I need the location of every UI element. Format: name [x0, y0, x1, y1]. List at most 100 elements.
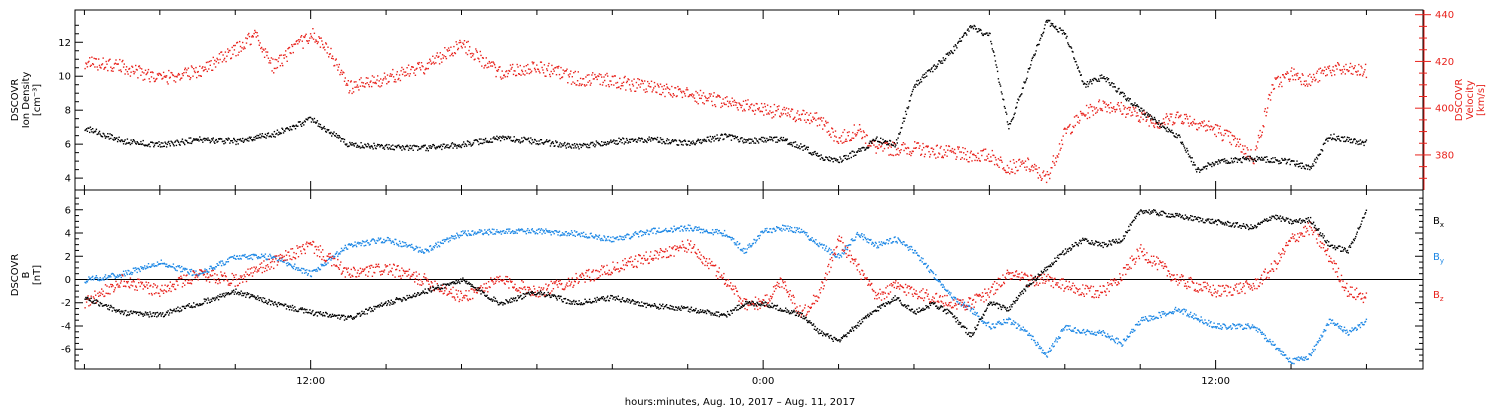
by-series-point	[282, 260, 284, 263]
by-series-point	[782, 224, 784, 226]
by-series-point	[809, 239, 811, 241]
density-series-point	[1329, 137, 1331, 139]
velocity-series-point	[751, 109, 754, 112]
velocity-series-point	[1273, 87, 1276, 90]
density-series-point	[1265, 161, 1267, 163]
velocity-series-point	[933, 154, 935, 156]
velocity-series-point	[588, 80, 591, 82]
by-series-point	[796, 227, 798, 229]
velocity-series-point	[1258, 137, 1260, 139]
by-series-point	[490, 231, 493, 234]
velocity-series-point	[1064, 127, 1066, 129]
velocity-series-point	[1300, 83, 1303, 86]
density-series-point	[123, 140, 125, 143]
density-series-point	[586, 143, 589, 145]
velocity-series-point	[521, 69, 523, 71]
velocity-series-point	[1357, 70, 1359, 72]
density-series-point	[1058, 31, 1060, 33]
velocity-series-point	[1359, 73, 1362, 76]
velocity-series-point	[181, 73, 184, 75]
density-series-point	[745, 139, 747, 141]
density-series-point	[340, 140, 342, 142]
velocity-series-point	[1313, 76, 1316, 79]
velocity-series-point	[1274, 77, 1276, 79]
velocity-series-point	[974, 159, 976, 162]
velocity-series-point	[848, 131, 850, 133]
by-series-point	[607, 235, 610, 238]
density-series-point	[1014, 112, 1016, 114]
velocity-series-point	[990, 160, 993, 162]
velocity-series-point	[981, 154, 983, 157]
density-series-point	[236, 140, 238, 143]
by-series-point	[534, 233, 536, 235]
by-series-point	[1051, 345, 1053, 347]
by-series-point	[984, 322, 987, 324]
density-series-point	[1343, 136, 1346, 138]
density-series-point	[1275, 159, 1277, 161]
by-series-point	[843, 253, 845, 255]
velocity-series-point	[518, 73, 520, 75]
density-series-point	[1327, 140, 1329, 142]
velocity-series-point	[1217, 125, 1219, 127]
velocity-series-point	[155, 78, 157, 81]
by-series-point	[1069, 325, 1071, 327]
velocity-series-point	[1079, 110, 1082, 113]
velocity-series-point	[1111, 110, 1113, 112]
density-series-point	[849, 152, 852, 154]
velocity-series-point	[1331, 74, 1333, 77]
density-series-point	[803, 145, 805, 147]
density-series-point	[834, 159, 837, 162]
velocity-series-point	[1348, 70, 1350, 72]
density-series-point	[852, 150, 854, 152]
velocity-series-point	[1119, 108, 1121, 110]
velocity-series-point	[449, 55, 451, 57]
velocity-series-point	[1048, 174, 1050, 176]
density-series-point	[475, 139, 478, 141]
by-series-point	[584, 236, 586, 238]
density-series-point	[782, 139, 784, 142]
velocity-series-point	[361, 81, 363, 84]
by-series-point	[928, 270, 930, 272]
density-series-point	[1271, 161, 1273, 164]
by-series-point	[361, 240, 364, 242]
by-series-point	[813, 240, 816, 243]
velocity-series-point	[303, 36, 305, 38]
velocity-series-point	[748, 108, 750, 111]
density-series-point	[1180, 142, 1183, 145]
by-series-point	[223, 264, 226, 266]
velocity-series-point	[359, 85, 362, 87]
by-series-point	[367, 242, 369, 244]
velocity-series-point	[808, 114, 810, 116]
velocity-series-point	[426, 68, 428, 70]
velocity-series-point	[128, 67, 131, 70]
velocity-series-point	[791, 108, 793, 110]
density-series-point	[126, 138, 129, 140]
density-series-point	[408, 147, 411, 149]
density-series-point	[806, 148, 809, 151]
density-series-point	[530, 137, 532, 139]
by-series-point	[1028, 332, 1030, 335]
velocity-series-point	[693, 97, 696, 99]
by-series-point	[684, 228, 687, 230]
density-series-point	[116, 137, 118, 139]
density-series-point	[165, 142, 167, 145]
velocity-series-point	[852, 137, 855, 139]
density-series-point	[771, 138, 773, 140]
density-series-point	[266, 135, 268, 137]
density-series-point	[1013, 113, 1015, 116]
density-series-point	[905, 113, 908, 115]
density-series-point	[1365, 139, 1368, 141]
velocity-series-point	[310, 35, 313, 37]
density-series-point	[613, 142, 616, 144]
density-series-point	[1246, 157, 1248, 160]
velocity-series-point	[136, 69, 138, 71]
by-series-point	[169, 266, 171, 268]
by-series-point	[120, 276, 122, 279]
density-series-point	[387, 148, 389, 150]
by-series-point	[260, 256, 262, 259]
velocity-series-point	[666, 86, 668, 88]
velocity-series-point	[863, 131, 865, 134]
density-series-point	[119, 140, 121, 142]
by-series-point	[386, 236, 389, 239]
velocity-series-point	[681, 96, 684, 99]
